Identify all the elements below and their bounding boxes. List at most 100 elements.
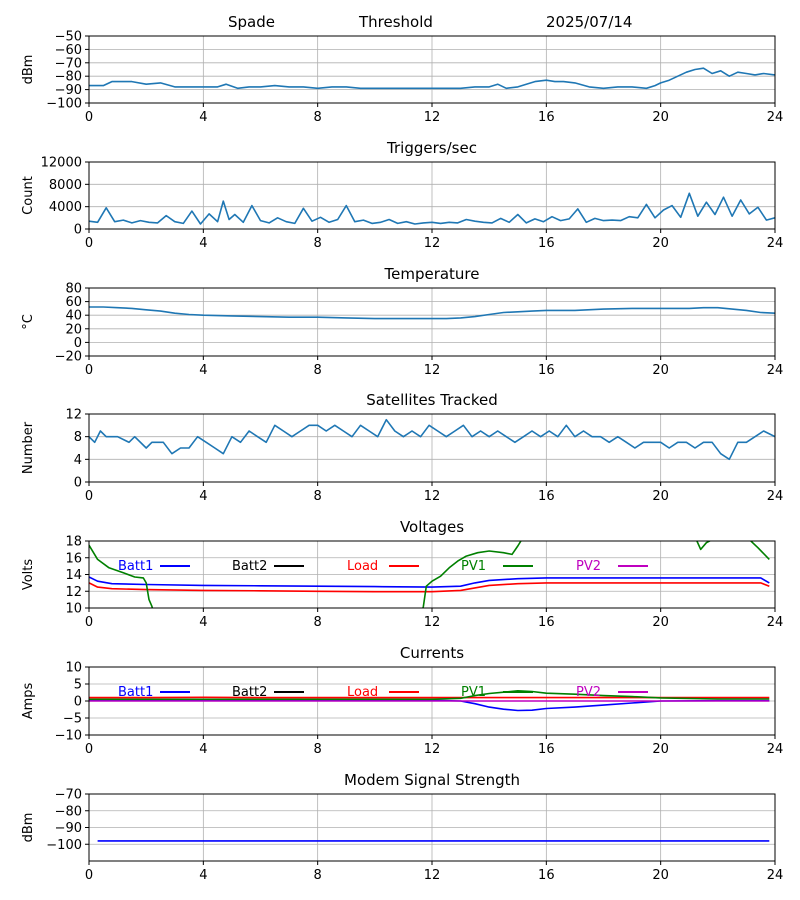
satellites-xtick-label-5: 20: [652, 489, 669, 504]
voltages-series-batt1-line: [89, 576, 770, 588]
triggers-xtick-label-2: 8: [314, 236, 322, 251]
signal-xtick-label-0: 0: [85, 110, 93, 125]
signal-chart: 0 4 8 12 16 20 24 −100−90−80−70−60−50 dBm: [21, 30, 783, 126]
temperature-grid: [88, 287, 776, 357]
currents-ytick-label-0: −10: [55, 729, 82, 744]
satellites-xtick-label-2: 8: [314, 489, 322, 504]
voltages-series-pv1-line: [89, 541, 770, 608]
voltages-ytick-label-4: 18: [65, 535, 82, 550]
satellites-ytick-label-1: 4: [74, 453, 82, 468]
triggers-ylabel: Count: [21, 176, 36, 215]
satellites-xtick-label-4: 16: [538, 489, 555, 504]
satellites-series-0-line: [89, 418, 775, 461]
currents-legend-label-load: Load: [347, 685, 378, 700]
satellites-title: Satellites Tracked: [366, 391, 497, 409]
signal-series-0-line: [89, 67, 775, 90]
currents-xtick-label-1: 4: [199, 742, 207, 757]
voltages-xtick-label-4: 16: [538, 615, 555, 630]
header-date: 2025/07/14: [546, 13, 632, 31]
temperature-xtick-label-5: 20: [652, 363, 669, 378]
signal-xtick-label-4: 16: [538, 110, 555, 125]
temperature-xtick-label-2: 8: [314, 363, 322, 378]
modem-xtick-label-3: 12: [424, 868, 441, 883]
signal-xtick-label-6: 24: [767, 110, 784, 125]
header-station: Spade: [228, 13, 275, 31]
figure-header: Spade Threshold 2025/07/14: [228, 13, 632, 31]
currents-series-group: [89, 689, 770, 712]
currents-legend-label-batt1: Batt1: [118, 685, 153, 700]
voltages-legend-label-load: Load: [347, 559, 378, 574]
satellites-xtick-label-6: 24: [767, 489, 784, 504]
triggers-xtick-label-5: 20: [652, 236, 669, 251]
voltages-xtick-label-5: 20: [652, 615, 669, 630]
voltages-legend-label-batt2: Batt2: [232, 559, 267, 574]
triggers-title: Triggers/sec: [386, 139, 477, 157]
signal-xtick-label-3: 12: [424, 110, 441, 125]
temperature-ytick-label-2: 20: [65, 322, 82, 337]
triggers-ticks: 0 4 8 12 16 20 24 0 4000 8000 12000: [41, 156, 784, 252]
header-mode: Threshold: [358, 13, 433, 31]
signal-grid: [88, 35, 776, 104]
temperature-ytick-label-0: −20: [55, 350, 82, 365]
voltages-ytick-label-3: 16: [65, 551, 82, 566]
modem-chart: 0 4 8 12 16 20 24 −100 −90 −80−70 Modem Signal Str…: [21, 771, 783, 883]
modem-xtick-label-1: 4: [199, 868, 207, 883]
satellites-xtick-label-1: 4: [199, 489, 207, 504]
voltages-ytick-label-1: 12: [65, 585, 82, 600]
voltages-legend: Batt1 Batt2 Load PV1 PV2: [118, 559, 648, 574]
modem-xtick-label-4: 16: [538, 868, 555, 883]
temperature-ytick-label-3: 40: [65, 309, 82, 324]
signal-ticks: 0 4 8 12 16 20 24 −100−90−80−70−60−50: [46, 30, 783, 126]
signal-ytick-label-0: −100: [46, 97, 82, 112]
temperature-xtick-label-4: 16: [538, 363, 555, 378]
signal-xtick-label-2: 8: [314, 110, 322, 125]
signal-ytick-label-5: −50: [55, 30, 82, 45]
currents-xtick-label-6: 24: [767, 742, 784, 757]
modem-ytick-label-2: −80: [55, 804, 82, 819]
triggers-grid: [88, 161, 776, 230]
currents-xtick-label-5: 20: [652, 742, 669, 757]
voltages-ytick-label-2: 14: [65, 568, 82, 583]
signal-xtick-label-5: 20: [652, 110, 669, 125]
satellites-ytick-label-2: 8: [74, 430, 82, 445]
currents-xtick-label-0: 0: [85, 742, 93, 757]
modem-grid: [88, 793, 776, 861]
signal-ylabel: dBm: [21, 55, 36, 85]
currents-xtick-label-4: 16: [538, 742, 555, 757]
voltages-ytick-label-0: 10: [65, 602, 82, 617]
modem-ytick-label-3: −70: [55, 788, 82, 803]
temperature-series-0-line: [89, 306, 775, 320]
modem-ytick-label-1: −90: [55, 821, 82, 836]
satellites-grid: [88, 413, 776, 483]
satellites-ticks: 0 4 8 12 16 20 24 0 4 8 12: [65, 408, 783, 505]
currents-ylabel: Amps: [21, 682, 36, 719]
voltages-legend-label-pv2: PV2: [576, 559, 601, 574]
temperature-xtick-label-1: 4: [199, 363, 207, 378]
triggers-ytick-label-1: 4000: [49, 200, 82, 215]
signal-series-group: [89, 67, 775, 90]
voltages-xtick-label-0: 0: [85, 615, 93, 630]
triggers-ytick-label-2: 8000: [49, 178, 82, 193]
satellites-ylabel: Number: [21, 421, 36, 474]
voltages-ylabel: Volts: [21, 559, 36, 591]
modem-ytick-label-0: −100: [46, 838, 82, 853]
temperature-xtick-label-3: 12: [424, 363, 441, 378]
temperature-ylabel: °C: [21, 314, 36, 330]
currents-legend: Batt1 Batt2 Load PV1 PV2: [118, 685, 648, 700]
voltages-grid: [88, 540, 776, 609]
signal-ytick-label-4: −60: [55, 43, 82, 58]
signal-ytick-label-2: −80: [55, 70, 82, 85]
temperature-series-group: [89, 306, 775, 320]
triggers-series-group: [89, 192, 775, 225]
temperature-ytick-label-1: 0: [74, 336, 82, 351]
currents-title: Currents: [400, 644, 464, 662]
modem-ylabel: dBm: [21, 813, 36, 843]
currents-xtick-label-3: 12: [424, 742, 441, 757]
currents-legend-label-pv1: PV1: [461, 685, 486, 700]
triggers-xtick-label-1: 4: [199, 236, 207, 251]
